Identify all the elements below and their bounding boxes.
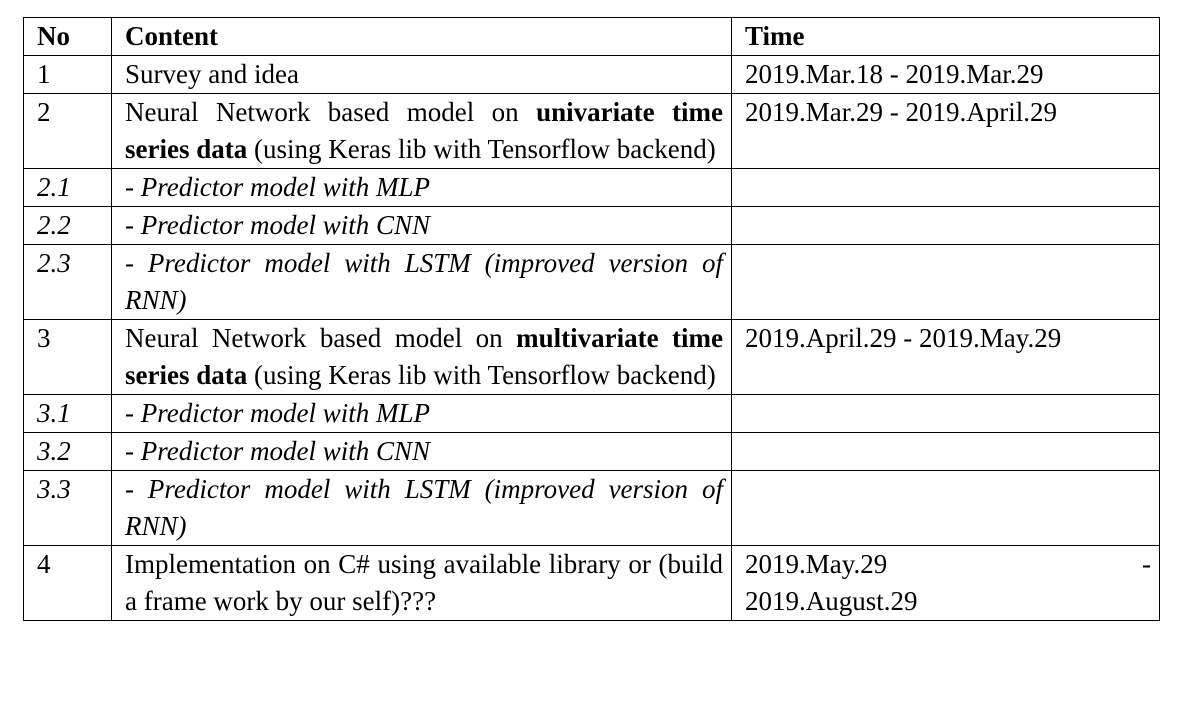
time-dash: -: [1142, 549, 1151, 579]
row-time: 2019.Mar.29 - 2019.April.29: [731, 93, 1160, 169]
schedule-table: No Content Time 1 Survey and idea 2019.M…: [23, 17, 1160, 621]
time-range-start-line: 2019.May.29 -: [745, 547, 1151, 584]
row-content: Implementation on C# using available lib…: [111, 545, 732, 621]
row-no: 3.3: [23, 470, 112, 546]
row-content: Survey and idea: [111, 55, 732, 94]
content-text: (using Keras lib with Tensorflow backend…: [247, 134, 716, 164]
table-row: 2.3 - Predictor model with LSTM (improve…: [23, 244, 1160, 320]
row-content: Neural Network based model on multivaria…: [111, 319, 732, 395]
table-row: 2.1 - Predictor model with MLP: [23, 168, 1160, 207]
row-content: - Predictor model with LSTM (improved ve…: [111, 470, 732, 546]
row-no: 4: [23, 545, 112, 621]
row-no: 3.2: [23, 432, 112, 471]
row-time: 2019.May.29 - 2019.August.29: [731, 545, 1160, 621]
row-time: [731, 168, 1160, 207]
row-no: 3.1: [23, 394, 112, 433]
header-time: Time: [731, 17, 1160, 56]
row-time: [731, 432, 1160, 471]
row-no: 2.1: [23, 168, 112, 207]
row-content: Neural Network based model on univariate…: [111, 93, 732, 169]
content-text: (using Keras lib with Tensorflow backend…: [247, 360, 716, 390]
row-time: [731, 244, 1160, 320]
content-bold-text: univariate time series data: [125, 97, 723, 164]
row-content: - Predictor model with CNN: [111, 432, 732, 471]
table-row: 3.2 - Predictor model with CNN: [23, 432, 1160, 471]
table-row: 2 Neural Network based model on univaria…: [23, 93, 1160, 169]
time-start: 2019.May.29: [745, 549, 888, 579]
table-row: 1 Survey and idea 2019.Mar.18 - 2019.Mar…: [23, 55, 1160, 94]
row-time: 2019.April.29 - 2019.May.29: [731, 319, 1160, 395]
row-no: 2.2: [23, 206, 112, 245]
table-row: 3.3 - Predictor model with LSTM (improve…: [23, 470, 1160, 546]
row-content: - Predictor model with MLP: [111, 168, 732, 207]
content-text: Neural Network based model on: [125, 97, 537, 127]
header-content: Content: [111, 17, 732, 56]
table-row: 3.1 - Predictor model with MLP: [23, 394, 1160, 433]
row-no: 1: [23, 55, 112, 94]
time-end: 2019.August.29: [745, 586, 918, 616]
table-row: 3 Neural Network based model on multivar…: [23, 319, 1160, 395]
row-content: - Predictor model with MLP: [111, 394, 732, 433]
row-content: - Predictor model with CNN: [111, 206, 732, 245]
table-row: 4 Implementation on C# using available l…: [23, 545, 1160, 621]
content-text: Neural Network based model on: [125, 323, 517, 353]
row-time: [731, 470, 1160, 546]
row-no: 3: [23, 319, 112, 395]
row-no: 2.3: [23, 244, 112, 320]
table-header-row: No Content Time: [23, 17, 1160, 56]
row-no: 2: [23, 93, 112, 169]
content-bold-text: multivariate time series data: [125, 323, 723, 390]
row-time: [731, 206, 1160, 245]
row-time: 2019.Mar.18 - 2019.Mar.29: [731, 55, 1160, 94]
row-time: [731, 394, 1160, 433]
row-content: - Predictor model with LSTM (improved ve…: [111, 244, 732, 320]
table-row: 2.2 - Predictor model with CNN: [23, 206, 1160, 245]
header-no: No: [23, 17, 112, 56]
